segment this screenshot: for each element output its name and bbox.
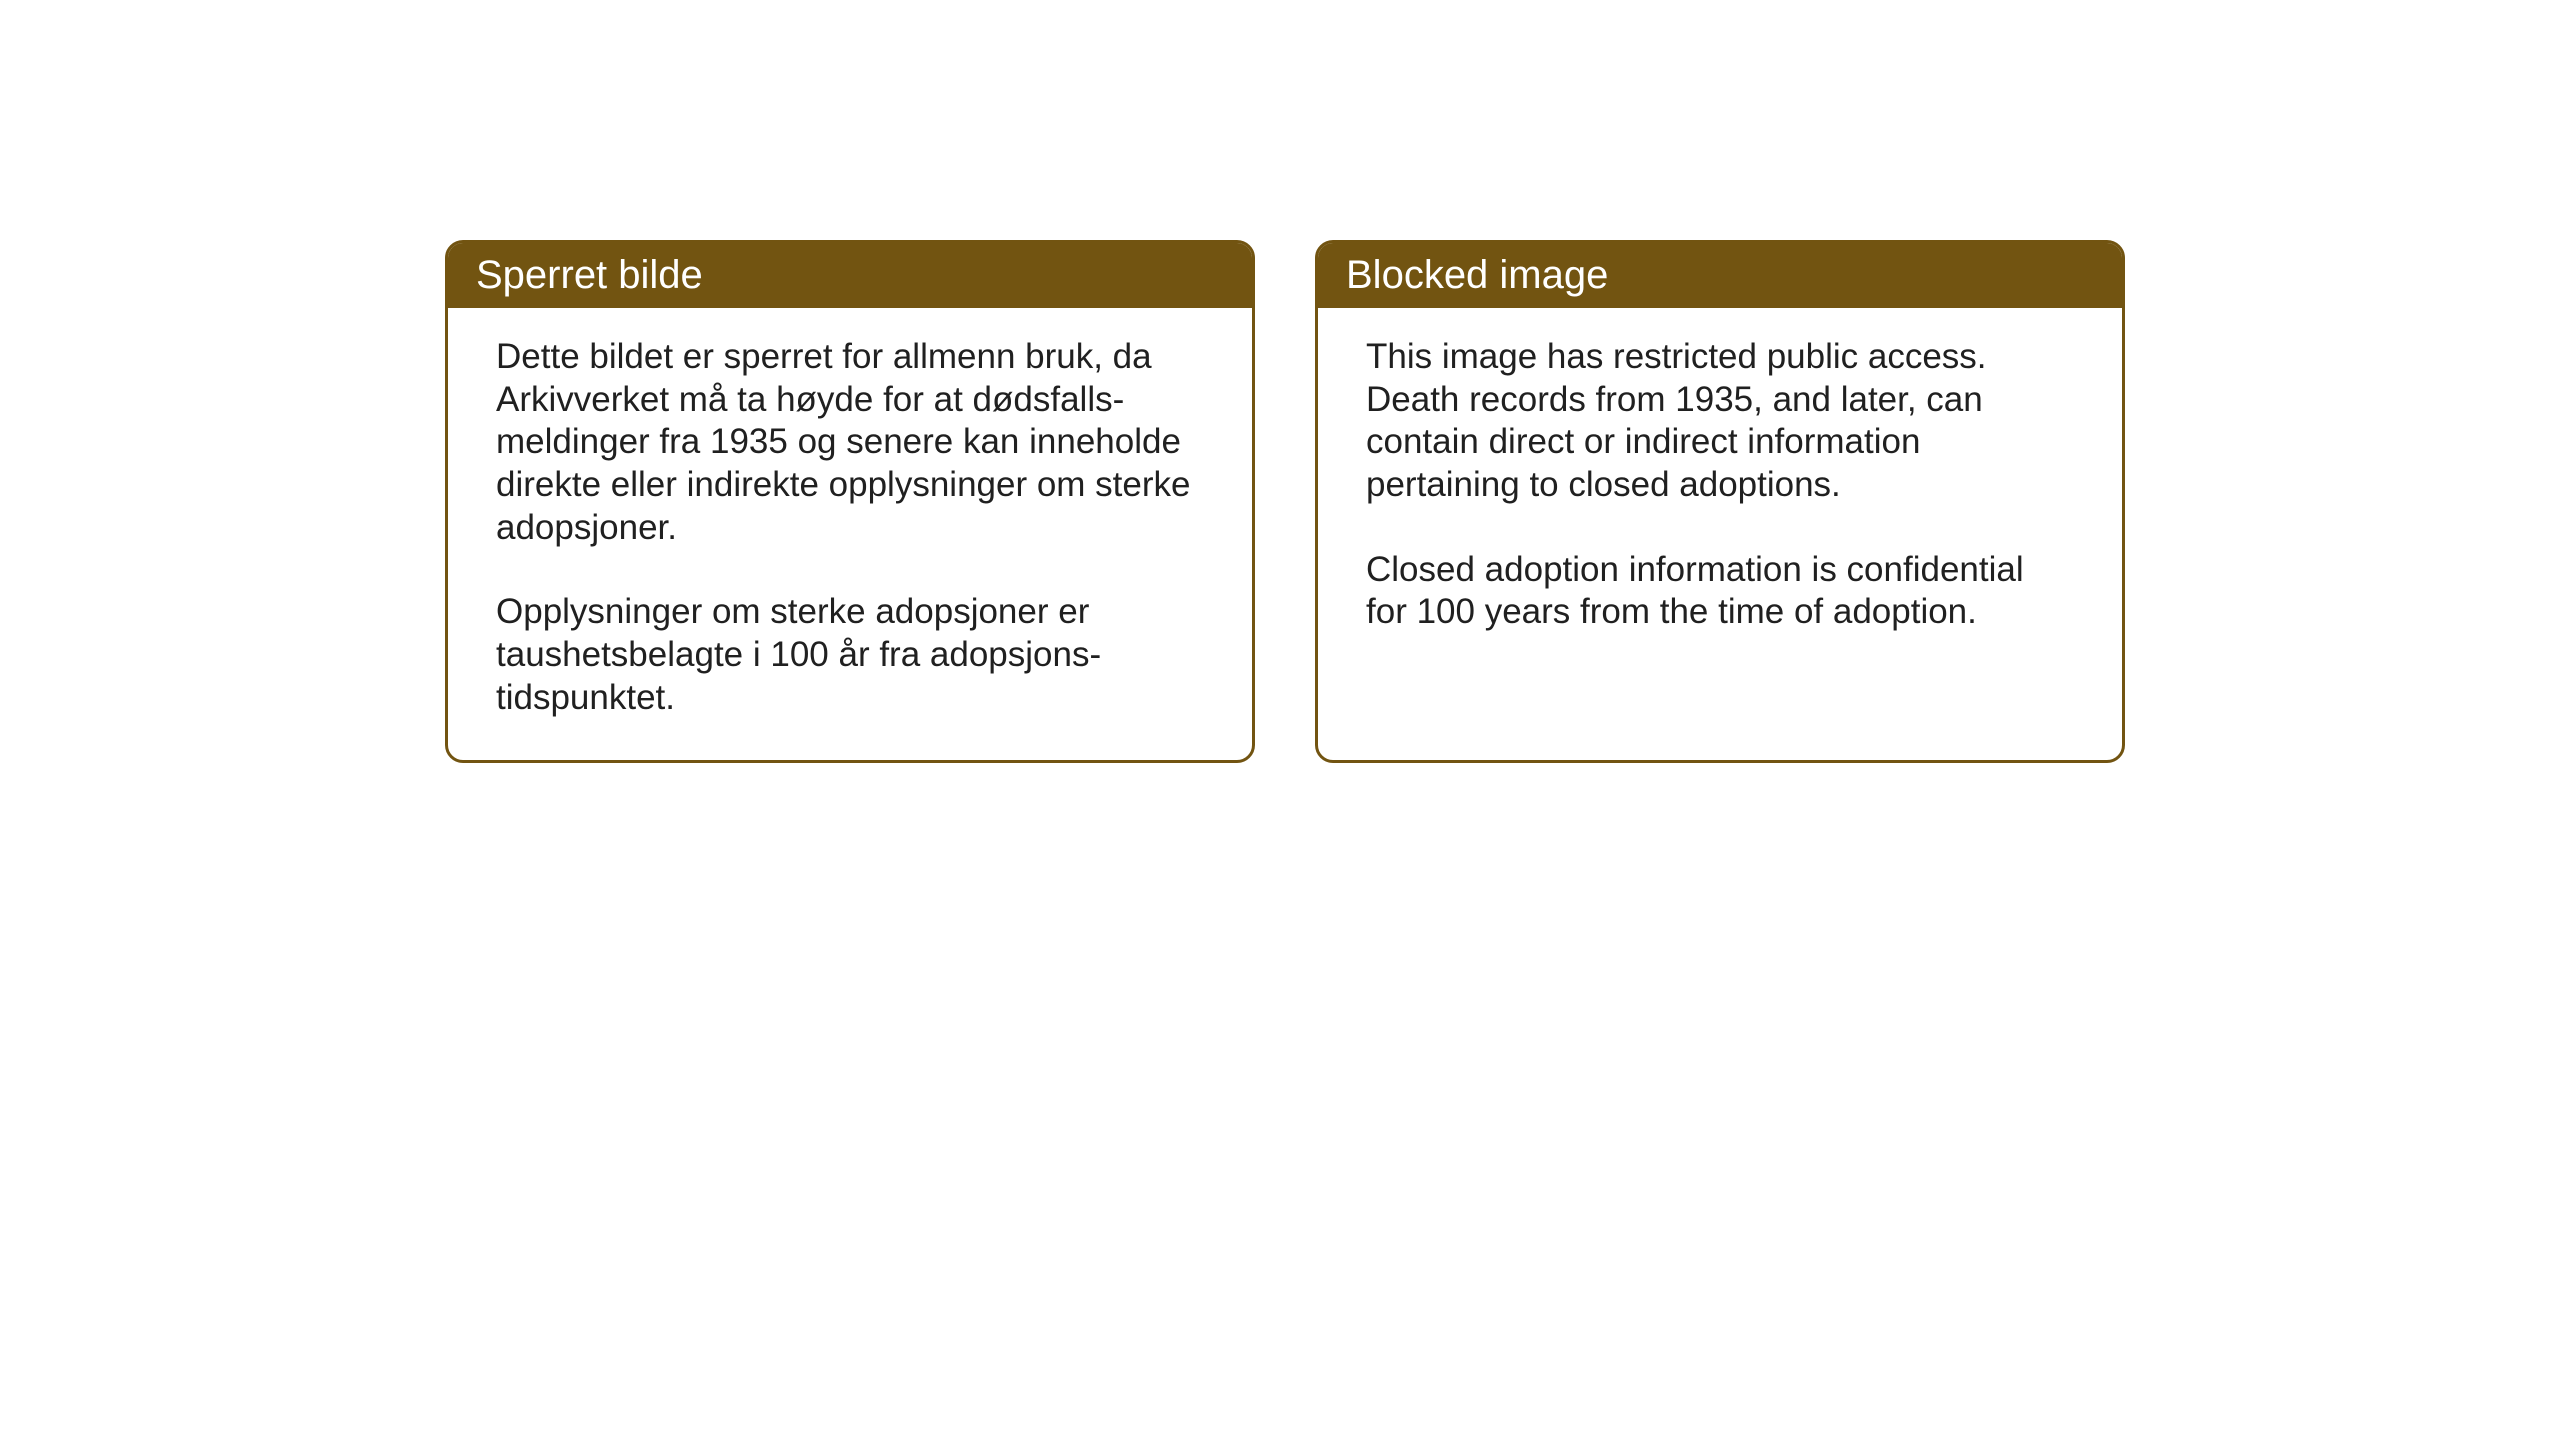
card-paragraph: Closed adoption information is confident… xyxy=(1366,549,2074,634)
card-body: This image has restricted public access.… xyxy=(1318,308,2122,760)
card-body: Dette bildet er sperret for allmenn bruk… xyxy=(448,308,1252,760)
notice-cards-container: Sperret bilde Dette bildet er sperret fo… xyxy=(445,240,2125,763)
notice-card-english: Blocked image This image has restricted … xyxy=(1315,240,2125,763)
card-paragraph: Dette bildet er sperret for allmenn bruk… xyxy=(496,336,1204,549)
notice-card-norwegian: Sperret bilde Dette bildet er sperret fo… xyxy=(445,240,1255,763)
card-paragraph: This image has restricted public access.… xyxy=(1366,336,2074,507)
card-title: Sperret bilde xyxy=(476,253,703,297)
card-paragraph: Opplysninger om sterke adopsjoner er tau… xyxy=(496,591,1204,719)
card-header: Sperret bilde xyxy=(448,243,1252,308)
card-header: Blocked image xyxy=(1318,243,2122,308)
card-title: Blocked image xyxy=(1346,253,1608,297)
